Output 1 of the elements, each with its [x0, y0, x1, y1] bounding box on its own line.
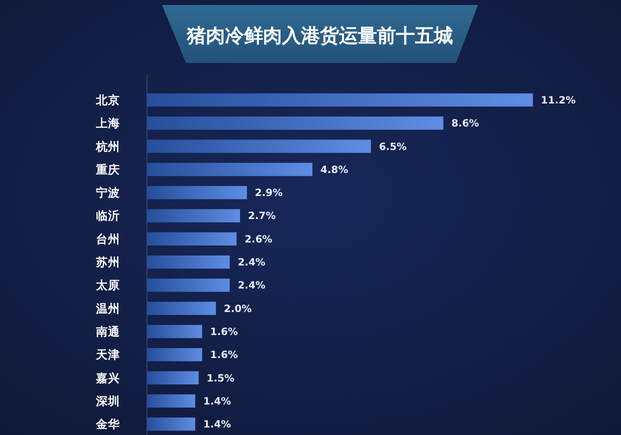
title: 猪肉冷鲜肉入港货运量前十五城 [187, 25, 453, 47]
